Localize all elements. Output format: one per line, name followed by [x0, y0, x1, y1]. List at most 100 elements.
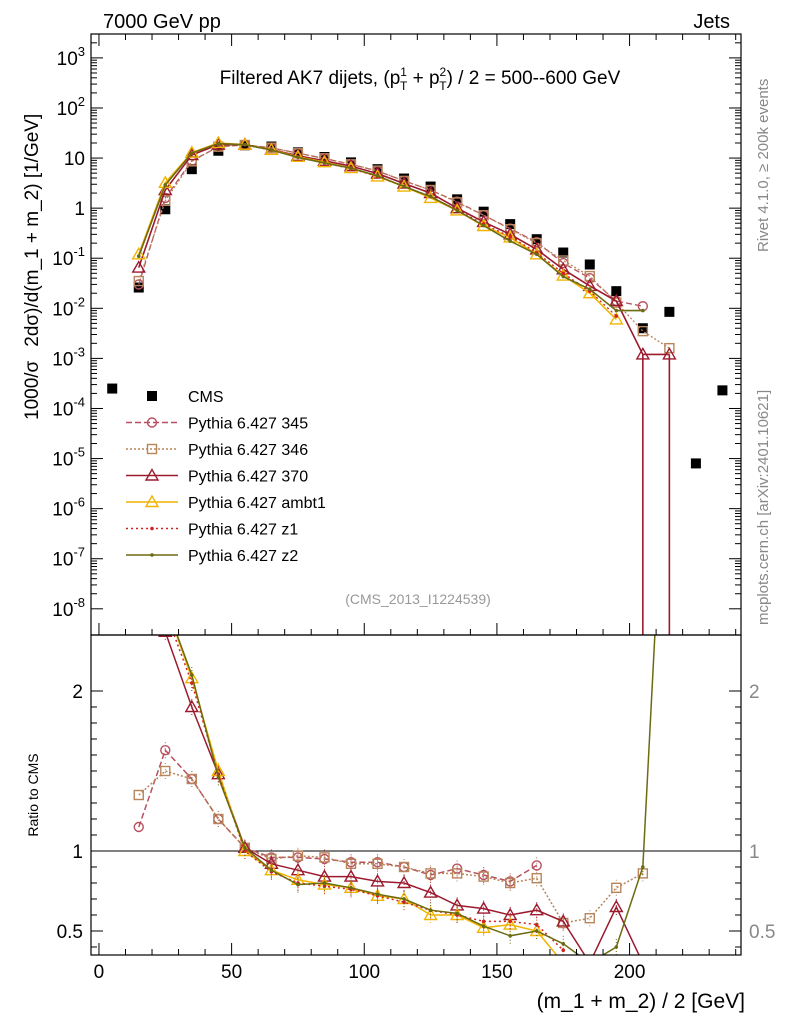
ratio-ytick-label-r-1: 1 — [749, 842, 760, 863]
ratio-point-z2-19 — [641, 865, 645, 869]
ratio-point-z2-9 — [375, 892, 380, 896]
point-CMS-1 — [133, 282, 144, 293]
ratio-point-p370-16 — [556, 913, 571, 927]
main-ytick-label-7: 10-1 — [52, 244, 85, 270]
xtick-label-1: 50 — [221, 962, 242, 983]
point-CMS-6 — [266, 141, 277, 152]
analysis-id: (CMS_2013_I1224539) — [345, 591, 491, 607]
ratio-line-p346 — [138, 770, 644, 924]
ratio-point-p346-9 — [372, 858, 383, 869]
main-panel — [107, 135, 728, 635]
ratio-point-p370-11 — [423, 885, 438, 898]
series-line-z2 — [138, 142, 643, 312]
legend-marker-p370 — [144, 468, 160, 481]
ratio-point-ambt1-16 — [557, 957, 569, 968]
ratio-ytick-label-0: 0.5 — [57, 922, 83, 943]
point-z2-0 — [136, 254, 141, 258]
ratio-point-p346-7 — [319, 852, 330, 863]
ratio-point-ambt1-0 — [133, 541, 145, 552]
point-ambt1-0 — [131, 246, 146, 260]
point-z2-18 — [614, 308, 619, 313]
legend-item-CMS: CMS — [147, 389, 224, 406]
main-ytick-label-6: 10-2 — [52, 294, 85, 320]
point-z2-11 — [428, 194, 433, 199]
point-CMS-17 — [558, 247, 569, 258]
ratio-point-z2-11 — [428, 908, 433, 912]
ratio-point-p346-1 — [160, 765, 171, 777]
main-ytick-label-11: 103 — [57, 44, 85, 70]
ratio-point-p370-0 — [133, 557, 145, 568]
ratio-point-z2-13 — [481, 924, 486, 928]
point-CMS-20 — [637, 323, 648, 334]
chart-title: Filtered AK7 dijets, (p1 T + p2 T) / 2 = 5… — [220, 65, 621, 93]
ratio-point-ambt1-11 — [423, 907, 438, 921]
point-z2-13 — [481, 223, 486, 228]
point-z2-7 — [322, 161, 327, 165]
ratio-point-p346-10 — [398, 861, 410, 873]
ratio-point-z2-8 — [349, 886, 353, 890]
ratio-series-z1 — [173, 635, 566, 955]
point-p346-20 — [664, 342, 675, 354]
ratio-point-p370-15 — [529, 902, 544, 916]
ratio-point-p370-9 — [370, 873, 385, 887]
legend-marker-p346 — [146, 443, 158, 455]
ratio-point-z2-2 — [190, 673, 194, 677]
point-p346-0 — [133, 275, 144, 287]
point-p346-19 — [637, 325, 649, 337]
point-CMS-7 — [292, 147, 303, 158]
ratio-series-p370 — [133, 557, 640, 968]
ratio-point-z2-17 — [588, 961, 592, 965]
legend-marker-z1 — [150, 526, 154, 531]
ratio-series-p345 — [133, 742, 542, 890]
ratio-point-z2-4 — [243, 846, 247, 850]
ratio-point-p346-17 — [584, 913, 595, 924]
ratio-line-ambt1 — [175, 635, 558, 955]
legend-label-z2: Pythia 6.427 z2 — [188, 548, 298, 565]
ratio-point-z1-10 — [402, 900, 406, 904]
point-z2-2 — [190, 151, 194, 155]
point-z2-17 — [587, 287, 592, 292]
legend-marker-z2 — [150, 553, 154, 557]
ratio-point-z2-5 — [269, 868, 274, 872]
ratio-point-p346-12 — [451, 868, 463, 879]
point-z1-14 — [508, 234, 512, 239]
point-p370-12 — [449, 200, 465, 214]
point-ambt1-11 — [423, 190, 438, 204]
ratio-point-z1-14 — [508, 919, 512, 924]
legend-item-z2: Pythia 6.427 z2 — [126, 548, 298, 565]
point-p370-14 — [502, 226, 518, 240]
point-CMS-2 — [160, 204, 171, 215]
xtick-label-4: 200 — [614, 962, 646, 983]
ratio-ytick-label-r-2: 2 — [749, 682, 760, 703]
ratio-point-p370-2 — [184, 699, 200, 713]
ratio-series-z2 — [163, 601, 656, 965]
legend-label-p370: Pythia 6.427 370 — [188, 469, 308, 486]
ratio-point-z2-15 — [534, 929, 539, 933]
ratio-point-p370-17 — [584, 957, 596, 968]
series-line-p345 — [138, 144, 643, 307]
series-p345 — [133, 139, 649, 312]
ratio-panel — [91, 541, 741, 968]
series-p346 — [133, 139, 675, 354]
header-left: 7000 GeV pp — [103, 11, 221, 33]
legend-marker-ambt1 — [144, 494, 160, 508]
point-p346-16 — [558, 255, 569, 266]
ratio-point-z2-1 — [163, 601, 167, 605]
ratio-point-p346-3 — [213, 813, 224, 825]
point-z2-5 — [269, 148, 274, 152]
point-z2-14 — [508, 239, 512, 243]
point-CMS-14 — [478, 206, 489, 217]
frame: 10-810-710-610-510-410-310-210-111010210… — [52, 33, 775, 983]
point-CMS-23 — [717, 385, 728, 396]
ratio-point-p370-18 — [609, 899, 624, 913]
main-ytick-label-3: 10-5 — [52, 445, 85, 471]
ratio-point-z2-7 — [322, 881, 327, 885]
point-p370-18 — [609, 293, 624, 307]
ratio-point-z1-15 — [534, 922, 539, 927]
ratio-point-p345-15 — [531, 860, 542, 871]
point-p346-12 — [451, 197, 463, 208]
main-ytick-label-0: 10-8 — [52, 595, 85, 621]
point-CMS-22 — [690, 458, 701, 469]
ratio-point-p370-10 — [396, 875, 412, 889]
point-p370-2 — [184, 147, 200, 161]
